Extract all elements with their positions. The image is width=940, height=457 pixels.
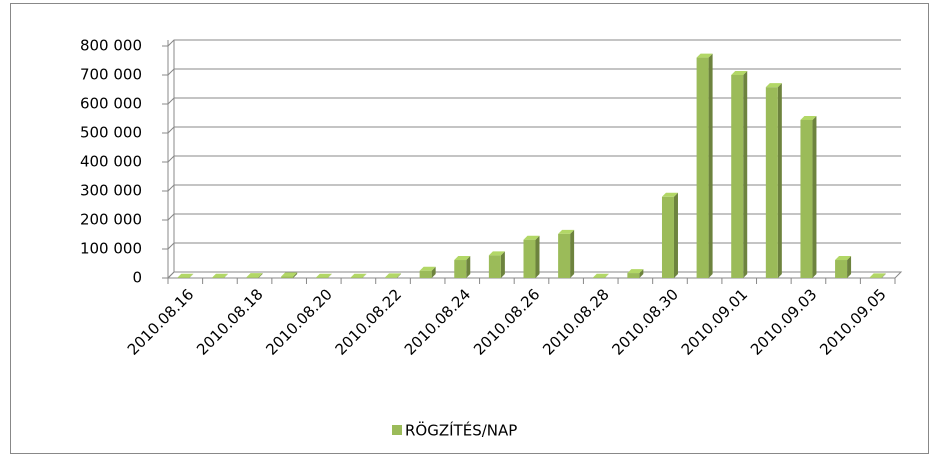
bar-top (281, 272, 298, 277)
bar-top (800, 115, 817, 120)
bar-side (223, 273, 228, 278)
bar-side (258, 273, 263, 278)
bar (835, 260, 848, 278)
chart-frame (10, 3, 929, 454)
bar-side (812, 115, 817, 278)
bar-top (869, 273, 886, 278)
bar (627, 273, 640, 278)
bar (419, 270, 432, 278)
bar-top (696, 53, 713, 58)
bar-side (777, 83, 782, 279)
bar (765, 87, 778, 279)
y-tick-label: 200 000 (80, 211, 142, 229)
bar-side (708, 53, 713, 278)
bar-top (454, 256, 471, 261)
grid-line (167, 68, 901, 76)
bar-side (397, 273, 402, 278)
bar-top (315, 273, 332, 278)
bar-top (419, 266, 436, 271)
grid-line (167, 184, 901, 192)
bar-side (327, 273, 332, 278)
bar (281, 276, 294, 278)
bar-top (835, 256, 852, 261)
grid-line (167, 213, 901, 221)
grid-line (167, 126, 901, 134)
bar-top (592, 273, 609, 278)
y-tick-label: 700 000 (80, 66, 142, 84)
grid-line (167, 97, 901, 105)
bar (523, 239, 536, 278)
bar (385, 277, 398, 278)
bar-side (293, 272, 298, 278)
y-tick-label: 600 000 (80, 95, 142, 113)
bar-top (177, 273, 194, 278)
bar-top (731, 71, 748, 75)
bar-side (362, 273, 367, 278)
legend-label: RÖGZÍTÉS/NAP (405, 421, 517, 440)
bar-top (385, 273, 402, 278)
y-tick-label: 800 000 (80, 37, 142, 55)
bar (800, 119, 813, 278)
bar-side (535, 235, 540, 278)
grid-line (167, 39, 901, 47)
bar-side (431, 266, 436, 278)
grid-line (167, 271, 901, 279)
bar (731, 75, 744, 278)
bar (454, 260, 467, 278)
y-tick-label: 0 (132, 269, 142, 287)
bar (558, 233, 571, 278)
y-tick-label: 400 000 (80, 153, 142, 171)
bar-top (211, 273, 228, 278)
bar (661, 196, 674, 278)
bar-top (661, 192, 678, 197)
bar-side (500, 251, 505, 278)
bar-top (765, 83, 782, 88)
bar-side (743, 71, 748, 278)
bar-side (847, 256, 852, 278)
bar (488, 255, 501, 278)
bar-side (189, 273, 194, 278)
bar-side (881, 273, 886, 278)
y-tick-label: 300 000 (80, 182, 142, 200)
legend-swatch (392, 425, 402, 435)
bar-top (350, 273, 367, 278)
bar-side (570, 229, 575, 278)
bar-side (604, 273, 609, 278)
grid-line (167, 242, 901, 250)
bar-top (488, 251, 505, 256)
bar-top (523, 235, 540, 240)
y-tick-label: 500 000 (80, 124, 142, 142)
bar-top (246, 273, 263, 278)
bar (246, 277, 259, 278)
bar (869, 277, 882, 278)
grid-line (167, 155, 901, 163)
bar-side (466, 256, 471, 278)
bar (696, 57, 709, 278)
bar-side (639, 269, 644, 278)
bar-top (558, 229, 575, 234)
y-tick-label: 100 000 (80, 240, 142, 258)
bar-top (627, 269, 644, 274)
bar-side (673, 192, 678, 278)
